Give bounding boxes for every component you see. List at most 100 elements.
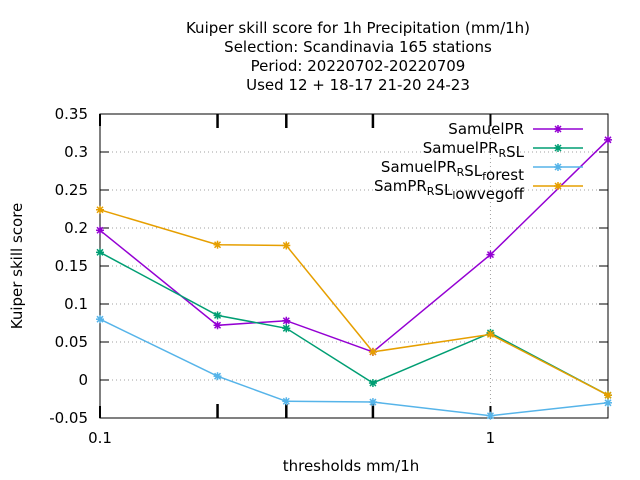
data-point [368, 379, 377, 388]
legend-item-2: SamuelPRRSL [423, 139, 583, 161]
y-tick-label: -0.05 [49, 409, 88, 427]
legend-label: SamuelPR [448, 120, 524, 138]
chart-title-line-2: Selection: Scandinavia 165 stations [224, 38, 492, 56]
marker-core [370, 349, 376, 355]
legend-text-part: SamuelPR [381, 158, 457, 176]
y-tick-label: 0.35 [55, 105, 88, 123]
marker-core [370, 380, 376, 386]
marker-core [555, 164, 561, 170]
data-point [604, 398, 612, 407]
legend-text-part: SL [434, 181, 453, 199]
legend-text-part: SamuelPR [423, 139, 499, 157]
marker-core [605, 400, 611, 405]
y-tick-label: 0.3 [64, 143, 88, 161]
legend-text-part: orest [486, 166, 524, 184]
series-3 [96, 315, 612, 420]
marker-core [605, 393, 611, 398]
data-point [213, 311, 222, 320]
legend-text-part: SL [506, 143, 525, 161]
data-point [282, 316, 291, 325]
legend-subscript: R [427, 185, 435, 198]
marker-core [555, 183, 561, 189]
marker-core [215, 313, 220, 318]
legend-label: SamuelPRRSL [423, 139, 525, 161]
marker-core [488, 413, 493, 418]
legend-item-1: SamuelPR [448, 120, 583, 138]
marker-core [97, 228, 103, 233]
y-tick-label: 0.1 [64, 295, 88, 313]
legend-text-part: SamPR [374, 177, 427, 195]
series-line [99, 318, 609, 417]
chart-title-line-3: Period: 20220702-20220709 [251, 57, 466, 75]
series-4 [96, 205, 612, 400]
marker-core [215, 323, 220, 328]
marker-core [605, 137, 611, 143]
legend-marker [554, 182, 562, 190]
marker-core [284, 326, 289, 331]
x-tick-label: 1 [486, 429, 496, 447]
data-point [282, 241, 291, 250]
legend-marker [554, 144, 562, 152]
legend-subscript: R [498, 147, 506, 160]
marker-core [215, 242, 220, 247]
series-line [99, 139, 609, 353]
data-series [96, 135, 612, 420]
marker-core [215, 374, 220, 379]
legend-label: SamPRRSLlowvegoff [374, 177, 525, 203]
marker-core [284, 318, 289, 323]
data-point [486, 250, 495, 259]
chart-title-line-4: Used 12 + 18-17 21-20 24-23 [246, 76, 470, 94]
data-point [282, 397, 291, 406]
series-line [99, 251, 609, 396]
legend-subscript: l [452, 189, 455, 202]
tick-labels: -0.05 0 0.05 0.1 0.15 0.2 0.25 0.3 0.35 0.1 1 [49, 105, 495, 447]
data-point [604, 135, 612, 144]
y-tick-label: 0.2 [64, 219, 88, 237]
data-point [486, 411, 495, 420]
x-axis-label: thresholds mm/1h [283, 457, 420, 475]
legend-subscript: f [482, 170, 487, 183]
chart-title: Kuiper skill score for 1h Precipitation … [186, 19, 530, 94]
legend-text-part: SL [464, 162, 483, 180]
data-point [96, 315, 104, 324]
legend: SamuelPRSamuelPRRSLSamuelPRRSLforestSamP… [374, 120, 583, 203]
legend-item-3: SamuelPRRSLforest [381, 158, 583, 184]
y-tick-label: 0.15 [55, 257, 88, 275]
data-point [96, 205, 104, 214]
marker-core [97, 207, 103, 212]
plot-frame [99, 113, 609, 419]
data-point [213, 240, 222, 249]
marker-core [555, 126, 561, 132]
series-2 [96, 248, 612, 400]
series-1 [96, 135, 612, 356]
data-point [486, 330, 495, 339]
data-point [96, 248, 104, 257]
series-line [99, 209, 609, 396]
y-tick-label: 0.05 [55, 333, 88, 351]
legend-item-4: SamPRRSLlowvegoff [374, 177, 583, 203]
data-point [604, 391, 612, 400]
marker-core [284, 399, 289, 404]
marker-core [370, 399, 376, 405]
data-point [213, 372, 222, 381]
data-point [96, 226, 104, 235]
data-point [213, 321, 222, 330]
legend-text-part: owvegoff [455, 185, 524, 203]
legend-marker [554, 125, 562, 133]
legend-subscript: R [457, 166, 465, 179]
marker-core [97, 250, 103, 255]
legend-marker [554, 163, 562, 171]
x-tick-label: 0.1 [88, 429, 112, 447]
grid [100, 114, 608, 418]
marker-core [97, 317, 103, 322]
data-point [368, 398, 377, 407]
y-tick-label: 0 [78, 371, 88, 389]
legend-text-part: SamuelPR [448, 120, 524, 138]
y-axis-label: Kuiper skill score [8, 203, 26, 330]
chart-title-line-1: Kuiper skill score for 1h Precipitation … [186, 19, 530, 37]
data-point [368, 347, 377, 356]
legend-label: SamuelPRRSLforest [381, 158, 524, 184]
marker-core [488, 332, 493, 337]
data-point [282, 324, 291, 333]
